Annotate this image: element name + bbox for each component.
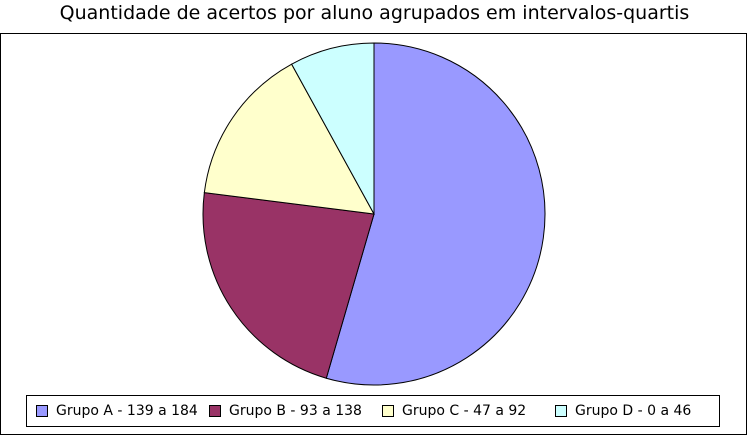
legend-label-grupo-b: Grupo B - 93 a 138: [229, 403, 362, 419]
legend-swatch-grupo-a: [36, 405, 48, 417]
pie-slice-grupo-c: [203, 63, 375, 215]
legend-label-grupo-c: Grupo C - 47 a 92: [402, 403, 527, 419]
legend-item-grupo-a: Grupo A - 139 a 184: [36, 403, 209, 419]
legend: Grupo A - 139 a 184 Grupo B - 93 a 138 G…: [26, 395, 720, 427]
pie-slice-grupo-b: [202, 192, 375, 379]
legend-swatch-grupo-c: [382, 405, 394, 417]
legend-label-grupo-d: Grupo D - 0 a 46: [575, 403, 692, 419]
legend-label-grupo-a: Grupo A - 139 a 184: [56, 403, 198, 419]
chart-title: Quantidade de acertos por aluno agrupado…: [59, 2, 690, 24]
legend-swatch-grupo-b: [209, 405, 221, 417]
legend-item-grupo-d: Grupo D - 0 a 46: [555, 403, 691, 419]
pie-slice-grupo-d: [290, 42, 375, 215]
plot-area: [0, 33, 747, 435]
pie-slice-grupo-a: [325, 42, 546, 386]
legend-swatch-grupo-d: [555, 405, 567, 417]
legend-item-grupo-b: Grupo B - 93 a 138: [209, 403, 382, 419]
legend-item-grupo-c: Grupo C - 47 a 92: [382, 403, 555, 419]
